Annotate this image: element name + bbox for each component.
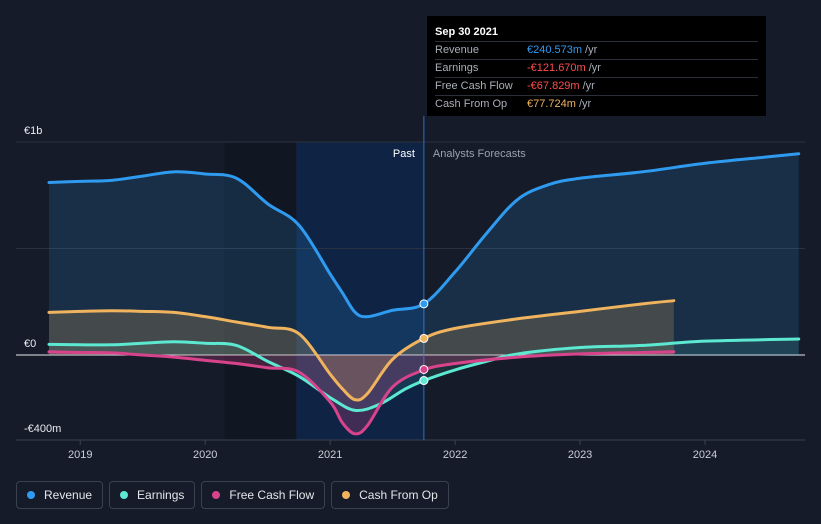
tooltip-row-free-cash-flow: Free Cash Flow -€67.829m /yr [435, 77, 758, 95]
tooltip-row-value: -€121.670m [527, 62, 586, 74]
legend-item-earnings[interactable]: Earnings [109, 481, 196, 509]
chart-tooltip: Sep 30 2021 Revenue €240.573m /yr Earnin… [427, 16, 766, 116]
point-earnings [419, 376, 429, 386]
y-tick-label: €0 [24, 338, 36, 350]
tooltip-row-name: Cash From Op [435, 98, 508, 110]
x-tick-label: 2023 [568, 449, 592, 461]
legend-label: Revenue [44, 488, 93, 502]
x-tick-label: 2024 [693, 449, 717, 461]
x-tick-label: 2021 [318, 449, 342, 461]
tooltip-row-name: Free Cash Flow [435, 80, 513, 92]
legend-item-cash-from-op[interactable]: Cash From Op [331, 481, 449, 509]
legend-dot-icon [342, 491, 351, 499]
tooltip-row-cash-from-op: Cash From Op €77.724m /yr [435, 95, 758, 113]
area-free-cash-flow [49, 351, 674, 434]
tooltip-row-value: €240.573m [527, 44, 583, 56]
tooltip-row-unit: /yr [578, 98, 592, 110]
point-cash-from-op [419, 333, 429, 343]
area-revenue [49, 153, 799, 355]
point-free-cash-flow [419, 364, 429, 374]
forecast-label: Analysts Forecasts [433, 148, 526, 160]
tooltip-row-value: -€67.829m [527, 80, 580, 92]
point-revenue [419, 299, 429, 309]
line-free-cash-flow [47, 350, 676, 436]
legend-label: Cash From Op [359, 488, 438, 502]
past-label: Past [393, 148, 415, 160]
area-earnings [49, 339, 799, 411]
y-tick-label: €1b [24, 125, 42, 137]
x-tick-label: 2019 [68, 449, 92, 461]
past-shade [224, 142, 297, 440]
legend-dot-icon [27, 491, 35, 499]
legend-item-revenue[interactable]: Revenue [16, 481, 104, 509]
tooltip-row-name: Earnings [435, 62, 479, 74]
chart-legend: Revenue Earnings Free Cash Flow Cash Fro… [16, 481, 449, 509]
legend-label: Free Cash Flow [229, 488, 315, 502]
legend-label: Earnings [137, 488, 185, 502]
tooltip-date: Sep 30 2021 [435, 26, 498, 38]
line-revenue [47, 152, 801, 319]
legend-item-free-cash-flow[interactable]: Free Cash Flow [201, 481, 326, 509]
tooltip-row-value: €77.724m [527, 98, 576, 110]
tooltip-row-earnings: Earnings -€121.670m /yr [435, 59, 758, 77]
x-tick-label: 2020 [193, 449, 217, 461]
legend-dot-icon [120, 491, 129, 499]
x-tick-label: 2022 [443, 449, 467, 461]
tooltip-row-revenue: Revenue €240.573m /yr [435, 41, 758, 59]
tooltip-row-name: Revenue [435, 44, 480, 56]
area-cash-from-op [49, 300, 674, 400]
tooltip-row-unit: /yr [588, 62, 601, 74]
y-tick-label: -€400m [24, 423, 61, 435]
legend-dot-icon [212, 491, 221, 499]
line-cash-from-op [47, 299, 676, 402]
line-earnings [47, 337, 801, 413]
tooltip-row-unit: /yr [585, 44, 598, 56]
tooltip-row-unit: /yr [582, 80, 595, 92]
